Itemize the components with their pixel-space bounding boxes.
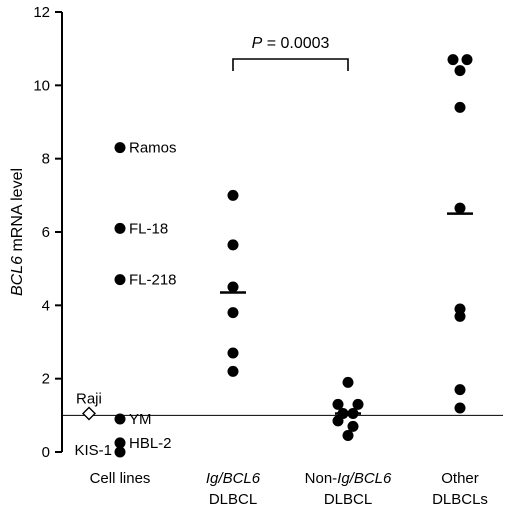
category-label: Non-Ig/BCL6 <box>305 470 392 487</box>
category-label: Ig/BCL6 <box>206 470 261 487</box>
p-value-label: P = 0.0003 <box>252 35 330 52</box>
point-label: FL-218 <box>129 272 177 289</box>
data-point <box>347 420 359 432</box>
category-label: DLBCLs <box>432 491 488 508</box>
point-label: KIS-1 <box>74 442 112 459</box>
category-label: DLBCL <box>324 491 372 508</box>
data-point <box>114 437 126 449</box>
category-label: Cell lines <box>90 470 151 487</box>
data-point <box>454 310 466 322</box>
y-axis-label: BCL6 mRNA level <box>9 168 26 296</box>
data-point <box>114 274 126 286</box>
axes: 0 2 4 6 8 10 12 <box>33 4 63 461</box>
data-point <box>227 365 239 377</box>
y-tick-label: 8 <box>42 151 50 168</box>
point-label: HBL-2 <box>129 435 172 452</box>
point-label: Ramos <box>129 140 177 157</box>
data-point <box>227 189 239 201</box>
data-point <box>347 408 359 419</box>
data-point <box>114 413 126 425</box>
y-tick-label: 4 <box>42 297 50 314</box>
category-label: Other <box>441 470 479 487</box>
significance-bracket <box>232 58 349 71</box>
point-label: YM <box>129 411 152 428</box>
data-point <box>227 307 239 319</box>
point-label: FL-18 <box>129 220 168 237</box>
y-tick-label: 6 <box>42 224 50 241</box>
data-point <box>227 239 239 251</box>
data-point <box>227 347 239 359</box>
data-point <box>461 54 473 66</box>
data-point <box>227 281 239 293</box>
data-points <box>82 54 473 458</box>
data-point <box>454 65 466 77</box>
data-point <box>342 376 354 388</box>
data-point <box>332 398 344 410</box>
data-point <box>114 446 126 458</box>
point-labels: Ramos FL-18 FL-218 YM HBL-2 KIS-1 Raji <box>74 140 176 459</box>
data-point <box>447 54 459 66</box>
data-point <box>352 398 364 410</box>
point-label: Raji <box>76 391 102 408</box>
data-point <box>454 101 466 113</box>
data-point <box>114 142 126 154</box>
data-point <box>454 402 466 414</box>
category-labels: Cell lines Ig/BCL6 DLBCL Non-Ig/BCL6 DLBCL Ot… <box>90 470 488 508</box>
data-point <box>454 384 466 396</box>
data-point <box>342 430 354 441</box>
data-point <box>114 222 126 234</box>
y-tick-label: 2 <box>42 371 50 388</box>
open-diamond-point <box>82 406 96 421</box>
significance-annotation: P = 0.0003 <box>232 35 349 71</box>
y-tick-label: 0 <box>42 444 50 461</box>
category-label: DLBCL <box>209 491 257 508</box>
data-point <box>454 202 466 214</box>
y-tick-label: 12 <box>33 4 50 21</box>
y-tick-label: 10 <box>33 77 50 94</box>
data-point <box>332 415 344 427</box>
